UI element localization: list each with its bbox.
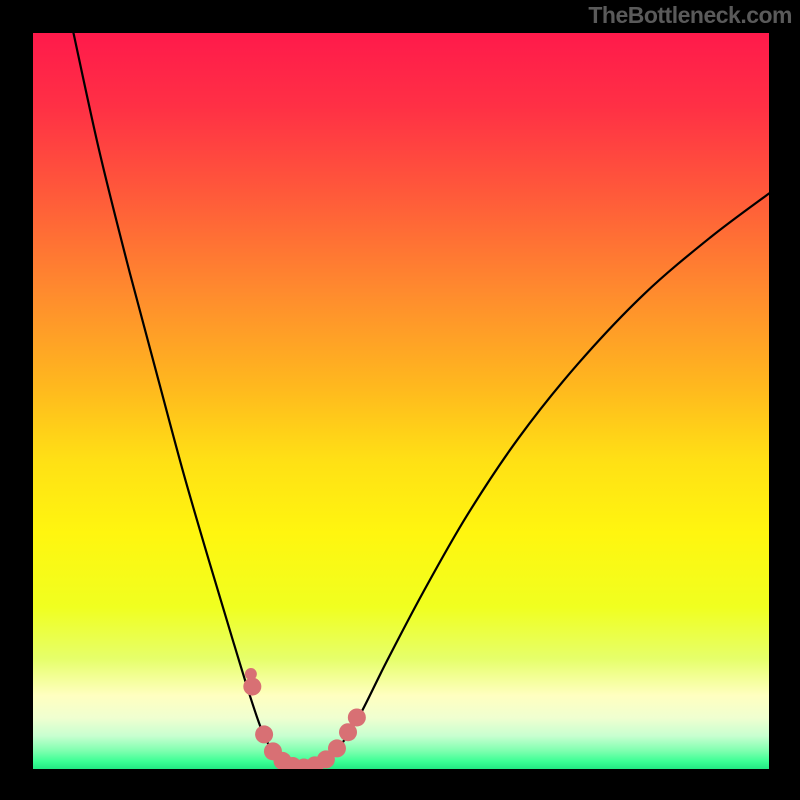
bottleneck-curve <box>33 33 769 769</box>
watermark-text: TheBottleneck.com <box>588 2 792 29</box>
plot-area <box>33 33 769 769</box>
marker-dot <box>348 708 366 726</box>
marker-dot <box>328 739 346 757</box>
v-curve-path <box>73 33 769 768</box>
curve-markers <box>243 668 366 769</box>
marker-dot <box>243 678 261 696</box>
marker-dot <box>255 725 273 743</box>
